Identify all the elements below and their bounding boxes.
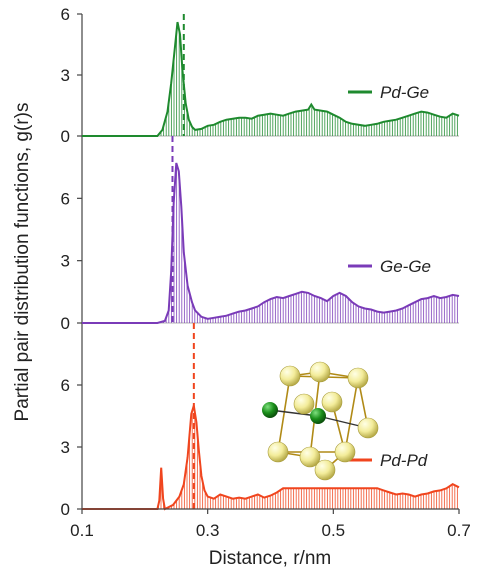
- series-fill-hatch: [163, 164, 458, 323]
- x-tick-label: 0.1: [70, 521, 94, 540]
- series-line-pd-pd: [82, 405, 460, 511]
- pd-atoms: [267, 361, 379, 481]
- x-tick-label: 0.7: [447, 521, 471, 540]
- legend-label: Ge-Ge: [380, 257, 431, 276]
- x-tick-label: 0.3: [196, 521, 220, 540]
- y-tick-label: 3: [61, 438, 70, 457]
- legend-label: Pd-Pd: [380, 451, 428, 470]
- series-fill-hatch: [157, 30, 458, 136]
- y-tick-label: 0: [61, 314, 70, 333]
- x-axis: 0.1 0.3 0.5 0.7 Distance, r/nm Partial pair d…: [12, 103, 471, 569]
- y-axis-label: Partial pair distribution functions, g(r…: [12, 103, 33, 422]
- ge-atoms: [262, 402, 326, 424]
- series-line-ge-ge: [82, 162, 460, 324]
- panel-pd-ge: 0 3 6 Pd-Ge: [61, 5, 460, 146]
- x-axis-label: Distance, r/nm: [209, 548, 331, 569]
- y-tick-label: 0: [61, 127, 70, 146]
- x-tick-label: 0.5: [322, 521, 346, 540]
- panel-ge-ge: 0 3 6 Ge-Ge: [61, 136, 460, 333]
- y-tick-label: 0: [61, 500, 70, 519]
- y-tick-label: 6: [61, 189, 70, 208]
- y-tick-label: 3: [61, 66, 70, 85]
- legend-label: Pd-Ge: [380, 83, 429, 102]
- panel-pd-pd: 0 3 6 Pd-Pd: [61, 323, 460, 519]
- chart-panels: 0 3 6 Pd-Ge 0 3 6 Ge-Ge 0 3 6 Pd-Pd: [61, 5, 460, 519]
- crystal-structure-inset: [262, 361, 379, 481]
- y-tick-label: 6: [61, 5, 70, 24]
- series-fill-hatch: [157, 411, 458, 509]
- y-tick-label: 6: [61, 376, 70, 395]
- series-line-pd-ge: [82, 21, 460, 137]
- y-tick-label: 3: [61, 252, 70, 271]
